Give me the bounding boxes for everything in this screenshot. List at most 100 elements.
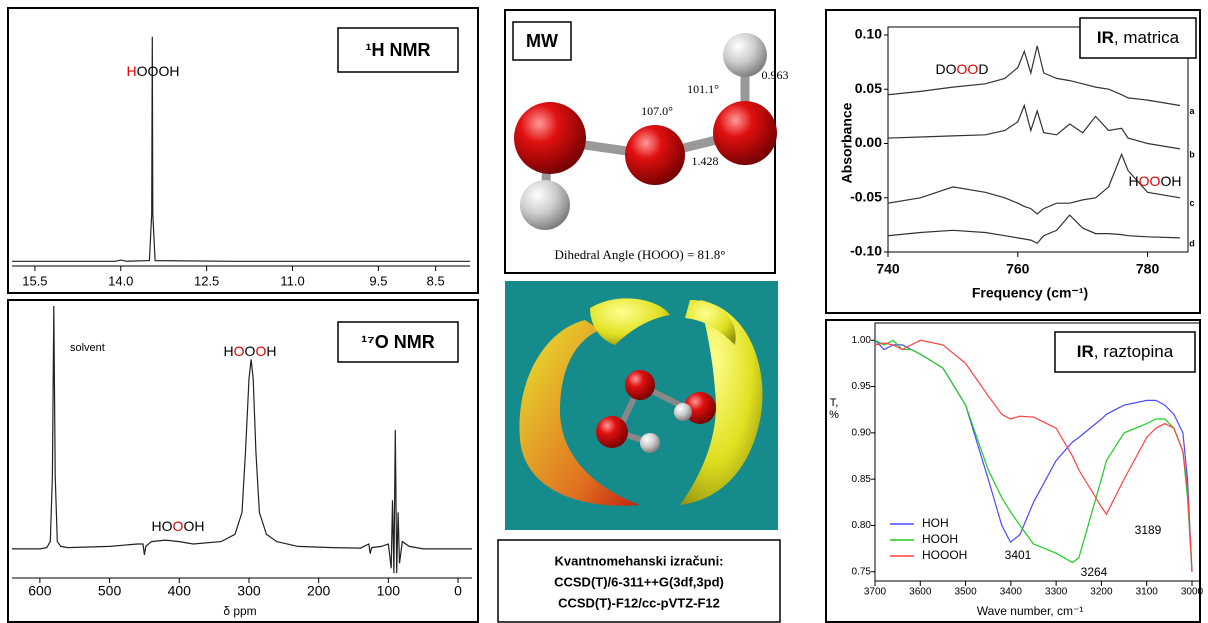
legend-label: HOOOH: [922, 548, 967, 562]
bond-length: 1.428: [692, 154, 719, 168]
spectrum-line: [887, 214, 1181, 245]
label-box: [512, 21, 572, 61]
x-tick-label: 11.0: [280, 273, 304, 288]
annotation-part: OOOH: [137, 63, 180, 79]
y-tick-label: -0.05: [850, 188, 882, 204]
computation-line: Kvantnomehanski izračuni:: [554, 553, 723, 568]
annotation: HOOOH: [224, 343, 277, 359]
title-part: ¹H NMR: [366, 40, 431, 60]
annotation: 3401: [1005, 548, 1032, 562]
annotation-part: OO: [957, 61, 979, 77]
x-tick-label: 8.5: [427, 273, 445, 288]
x-tick-label: 3500: [954, 587, 977, 598]
x-tick-label: 14.0: [108, 273, 133, 288]
annotation-part: O: [234, 343, 245, 359]
y-axis-label: T,: [830, 397, 839, 409]
y-tick-label: 1.00: [852, 335, 872, 346]
x-tick-label: 600: [28, 583, 52, 599]
annotation-part: H: [127, 63, 137, 79]
axes-frame: [887, 26, 1189, 253]
title-part: , matrica: [1114, 28, 1180, 47]
bond-length: 0.963: [762, 68, 789, 82]
mw-panel: MW 107.0° 101.1° 0.963 1.428 Dihedral An…: [504, 9, 789, 274]
annotation-part: H: [224, 343, 234, 359]
panel-label: MW: [526, 31, 558, 51]
annotation-part: 3189: [1135, 523, 1162, 537]
x-tick-label: 0: [454, 583, 462, 599]
series-label: b: [1189, 149, 1195, 159]
x-tick-label: 3700: [864, 587, 887, 598]
y-axis-label: %: [829, 409, 839, 421]
x-tick-label: 300: [237, 583, 261, 599]
x-tick-label: 3400: [1000, 587, 1023, 598]
y-axis-label: Absorbance: [839, 102, 855, 183]
annotation: HOOOH: [152, 518, 205, 534]
chart-panel: 3700 3600 3500 3400 3300 3200 3100 3000 0.75 0.80…: [825, 319, 1204, 623]
spectrum-line: [887, 45, 1181, 107]
y-tick-label: 0.10: [855, 26, 882, 42]
x-tick-label: 3300: [1045, 587, 1068, 598]
bond-angle: 107.0°: [641, 104, 673, 118]
x-tick-label: 3100: [1136, 587, 1159, 598]
computation-line: CCSD(T)-F12/cc-pVTZ-F12: [558, 595, 720, 610]
annotation-part: H: [266, 343, 276, 359]
annotation: HOOOH: [1129, 173, 1182, 189]
y-tick-label: 0.05: [855, 80, 882, 96]
chart-panel: 15.5 14.0 12.5 11.0 9.5 8.5 ¹H NMR HOOOH: [7, 7, 479, 294]
x-tick-label: 15.5: [22, 273, 47, 288]
x-tick-label: 9.5: [369, 273, 387, 288]
x-axis-label: Frequency (cm⁻¹): [972, 285, 1088, 301]
x-tick-label: 400: [168, 583, 192, 599]
caption: Dihedral Angle (HOOO) = 81.8°: [554, 247, 725, 262]
spectrum-line: [874, 339, 1193, 572]
title-part: IR: [1097, 28, 1114, 47]
y-tick-label: -0.10: [850, 243, 882, 259]
chart-title: ¹H NMR: [366, 40, 431, 60]
annotation-part: solvent: [70, 342, 105, 354]
title-part: , raztopina: [1094, 342, 1174, 361]
spectrum-line: [12, 305, 472, 574]
y-tick-label: 0.95: [852, 381, 872, 392]
title-box: [337, 321, 459, 363]
spectrum-line: [887, 103, 1181, 150]
spectrum-line: [887, 152, 1181, 215]
x-tick-label: 760: [1006, 261, 1030, 277]
orbital-image: [505, 281, 778, 530]
annotation-part: H: [1129, 173, 1139, 189]
legend-label: HOH: [922, 516, 949, 530]
x-tick-label: 740: [876, 261, 900, 277]
title-box: [1054, 331, 1196, 373]
annotation-part: DO: [936, 61, 957, 77]
annotation: 3189: [1135, 523, 1162, 537]
x-tick-label: 200: [307, 583, 331, 599]
title-box: [337, 27, 459, 73]
annotation: DOOOD: [936, 61, 989, 77]
annotation-part: D: [978, 61, 988, 77]
y-tick-label: 0.90: [852, 427, 872, 438]
x-tick-label: 3600: [909, 587, 932, 598]
x-tick-label: 3000: [1181, 587, 1204, 598]
series-label: c: [1189, 198, 1194, 208]
annotation-part: OO: [1139, 173, 1161, 189]
annotation-part: O: [255, 343, 266, 359]
annotation-part: 3264: [1081, 565, 1108, 579]
x-tick-label: 500: [98, 583, 122, 599]
y-tick-label: 0.85: [852, 474, 872, 485]
spectrum-line: [12, 36, 470, 262]
title-box: [1079, 17, 1197, 59]
chart-title: ¹⁷O NMR: [361, 332, 434, 352]
x-axis-label: Wave number, cm⁻¹: [977, 604, 1084, 618]
title-part: IR: [1077, 342, 1094, 361]
computation-line: CCSD(T)/6-311++G(3df,3pd): [554, 574, 724, 589]
annotation-part: 3401: [1005, 548, 1032, 562]
x-axis-label: δ ppm: [223, 604, 256, 618]
y-tick-label: 0.80: [852, 520, 872, 531]
annotation-part: OH: [183, 518, 204, 534]
bond-angle: 101.1°: [687, 82, 719, 96]
x-tick-label: 100: [377, 583, 401, 599]
annotation: solvent: [70, 342, 105, 354]
annotation-part: HO: [152, 518, 173, 534]
y-tick-label: 0.00: [855, 134, 882, 150]
axes-frame: [874, 322, 1201, 582]
